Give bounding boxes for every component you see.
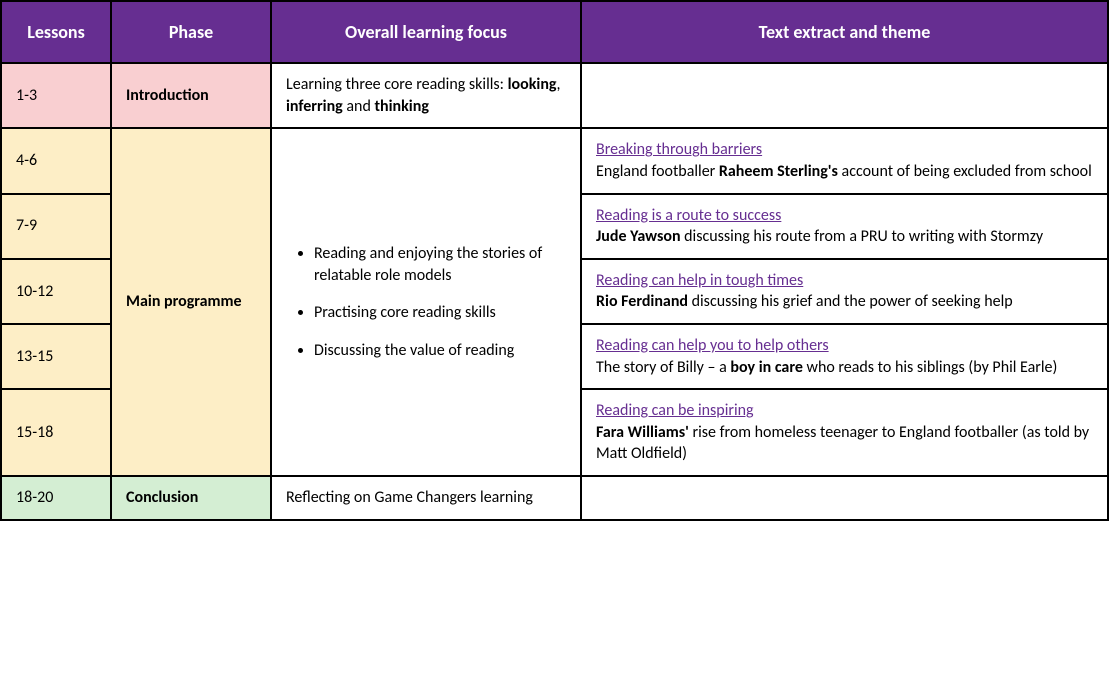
theme-desc-post: discussing his route from a PRU to writi… bbox=[681, 227, 1044, 246]
phase-cell-intro: Introduction bbox=[111, 63, 271, 128]
lessons-cell: 4-6 bbox=[1, 128, 111, 193]
focus-cell-intro: Learning three core reading skills: look… bbox=[271, 63, 581, 128]
table-row: 1-3 Introduction Learning three core rea… bbox=[1, 63, 1108, 128]
table-row: 4-6 Main programme Reading and enjoying … bbox=[1, 128, 1108, 193]
col-focus-header: Overall learning focus bbox=[271, 1, 581, 63]
focus-main-item: Discussing the value of reading bbox=[314, 340, 566, 362]
lessons-cell: 15-18 bbox=[1, 389, 111, 476]
focus-intro-sep1: , bbox=[557, 75, 561, 94]
lessons-cell: 1-3 bbox=[1, 63, 111, 128]
focus-intro-sep2: and bbox=[343, 97, 375, 116]
focus-main-item: Practising core reading skills bbox=[314, 302, 566, 324]
theme-desc-post: account of being excluded from school bbox=[838, 162, 1092, 181]
phase-cell-main: Main programme bbox=[111, 128, 271, 476]
theme-desc-bold: Raheem Sterling's bbox=[719, 162, 838, 181]
table-row: 18-20 Conclusion Reflecting on Game Chan… bbox=[1, 476, 1108, 520]
lessons-cell: 10-12 bbox=[1, 259, 111, 324]
theme-cell-empty bbox=[581, 476, 1108, 520]
theme-desc-pre: England footballer bbox=[596, 162, 719, 181]
theme-cell: Reading can help you to help others The … bbox=[581, 324, 1108, 389]
focus-main-list: Reading and enjoying the stories of rela… bbox=[286, 243, 566, 361]
theme-link[interactable]: Reading can be inspiring bbox=[596, 401, 754, 420]
theme-desc-post: who reads to his siblings (by Phil Earle… bbox=[803, 358, 1057, 377]
focus-intro-text: Learning three core reading skills: bbox=[286, 75, 508, 94]
theme-link[interactable]: Reading can help you to help others bbox=[596, 336, 829, 355]
focus-cell-main: Reading and enjoying the stories of rela… bbox=[271, 128, 581, 476]
theme-desc-bold: boy in care bbox=[730, 358, 802, 377]
theme-desc-pre: The story of Billy – a bbox=[596, 358, 730, 377]
focus-intro-bold3: thinking bbox=[374, 97, 428, 116]
theme-link[interactable]: Breaking through barriers bbox=[596, 140, 762, 159]
lesson-plan-table: Lessons Phase Overall learning focus Tex… bbox=[0, 0, 1109, 521]
theme-link[interactable]: Reading can help in tough times bbox=[596, 271, 803, 290]
col-theme-header: Text extract and theme bbox=[581, 1, 1108, 63]
theme-cell-empty bbox=[581, 63, 1108, 128]
lessons-cell: 18-20 bbox=[1, 476, 111, 520]
theme-cell: Breaking through barriers England footba… bbox=[581, 128, 1108, 193]
theme-desc-bold: Jude Yawson bbox=[596, 227, 681, 246]
col-lessons-header: Lessons bbox=[1, 1, 111, 63]
col-phase-header: Phase bbox=[111, 1, 271, 63]
theme-cell: Reading is a route to success Jude Yawso… bbox=[581, 194, 1108, 259]
header-row: Lessons Phase Overall learning focus Tex… bbox=[1, 1, 1108, 63]
theme-cell: Reading can be inspiring Fara Williams' … bbox=[581, 389, 1108, 476]
focus-main-item: Reading and enjoying the stories of rela… bbox=[314, 243, 566, 286]
focus-intro-bold1: looking bbox=[508, 75, 557, 94]
theme-desc-post: discussing his grief and the power of se… bbox=[688, 292, 1013, 311]
phase-cell-conc: Conclusion bbox=[111, 476, 271, 520]
theme-cell: Reading can help in tough times Rio Ferd… bbox=[581, 259, 1108, 324]
theme-desc-bold: Rio Ferdinand bbox=[596, 292, 688, 311]
lessons-cell: 7-9 bbox=[1, 194, 111, 259]
lessons-cell: 13-15 bbox=[1, 324, 111, 389]
focus-intro-bold2: inferring bbox=[286, 97, 343, 116]
theme-link[interactable]: Reading is a route to success bbox=[596, 206, 781, 225]
focus-cell-conc: Reflecting on Game Changers learning bbox=[271, 476, 581, 520]
theme-desc-bold: Fara Williams' bbox=[596, 423, 689, 442]
